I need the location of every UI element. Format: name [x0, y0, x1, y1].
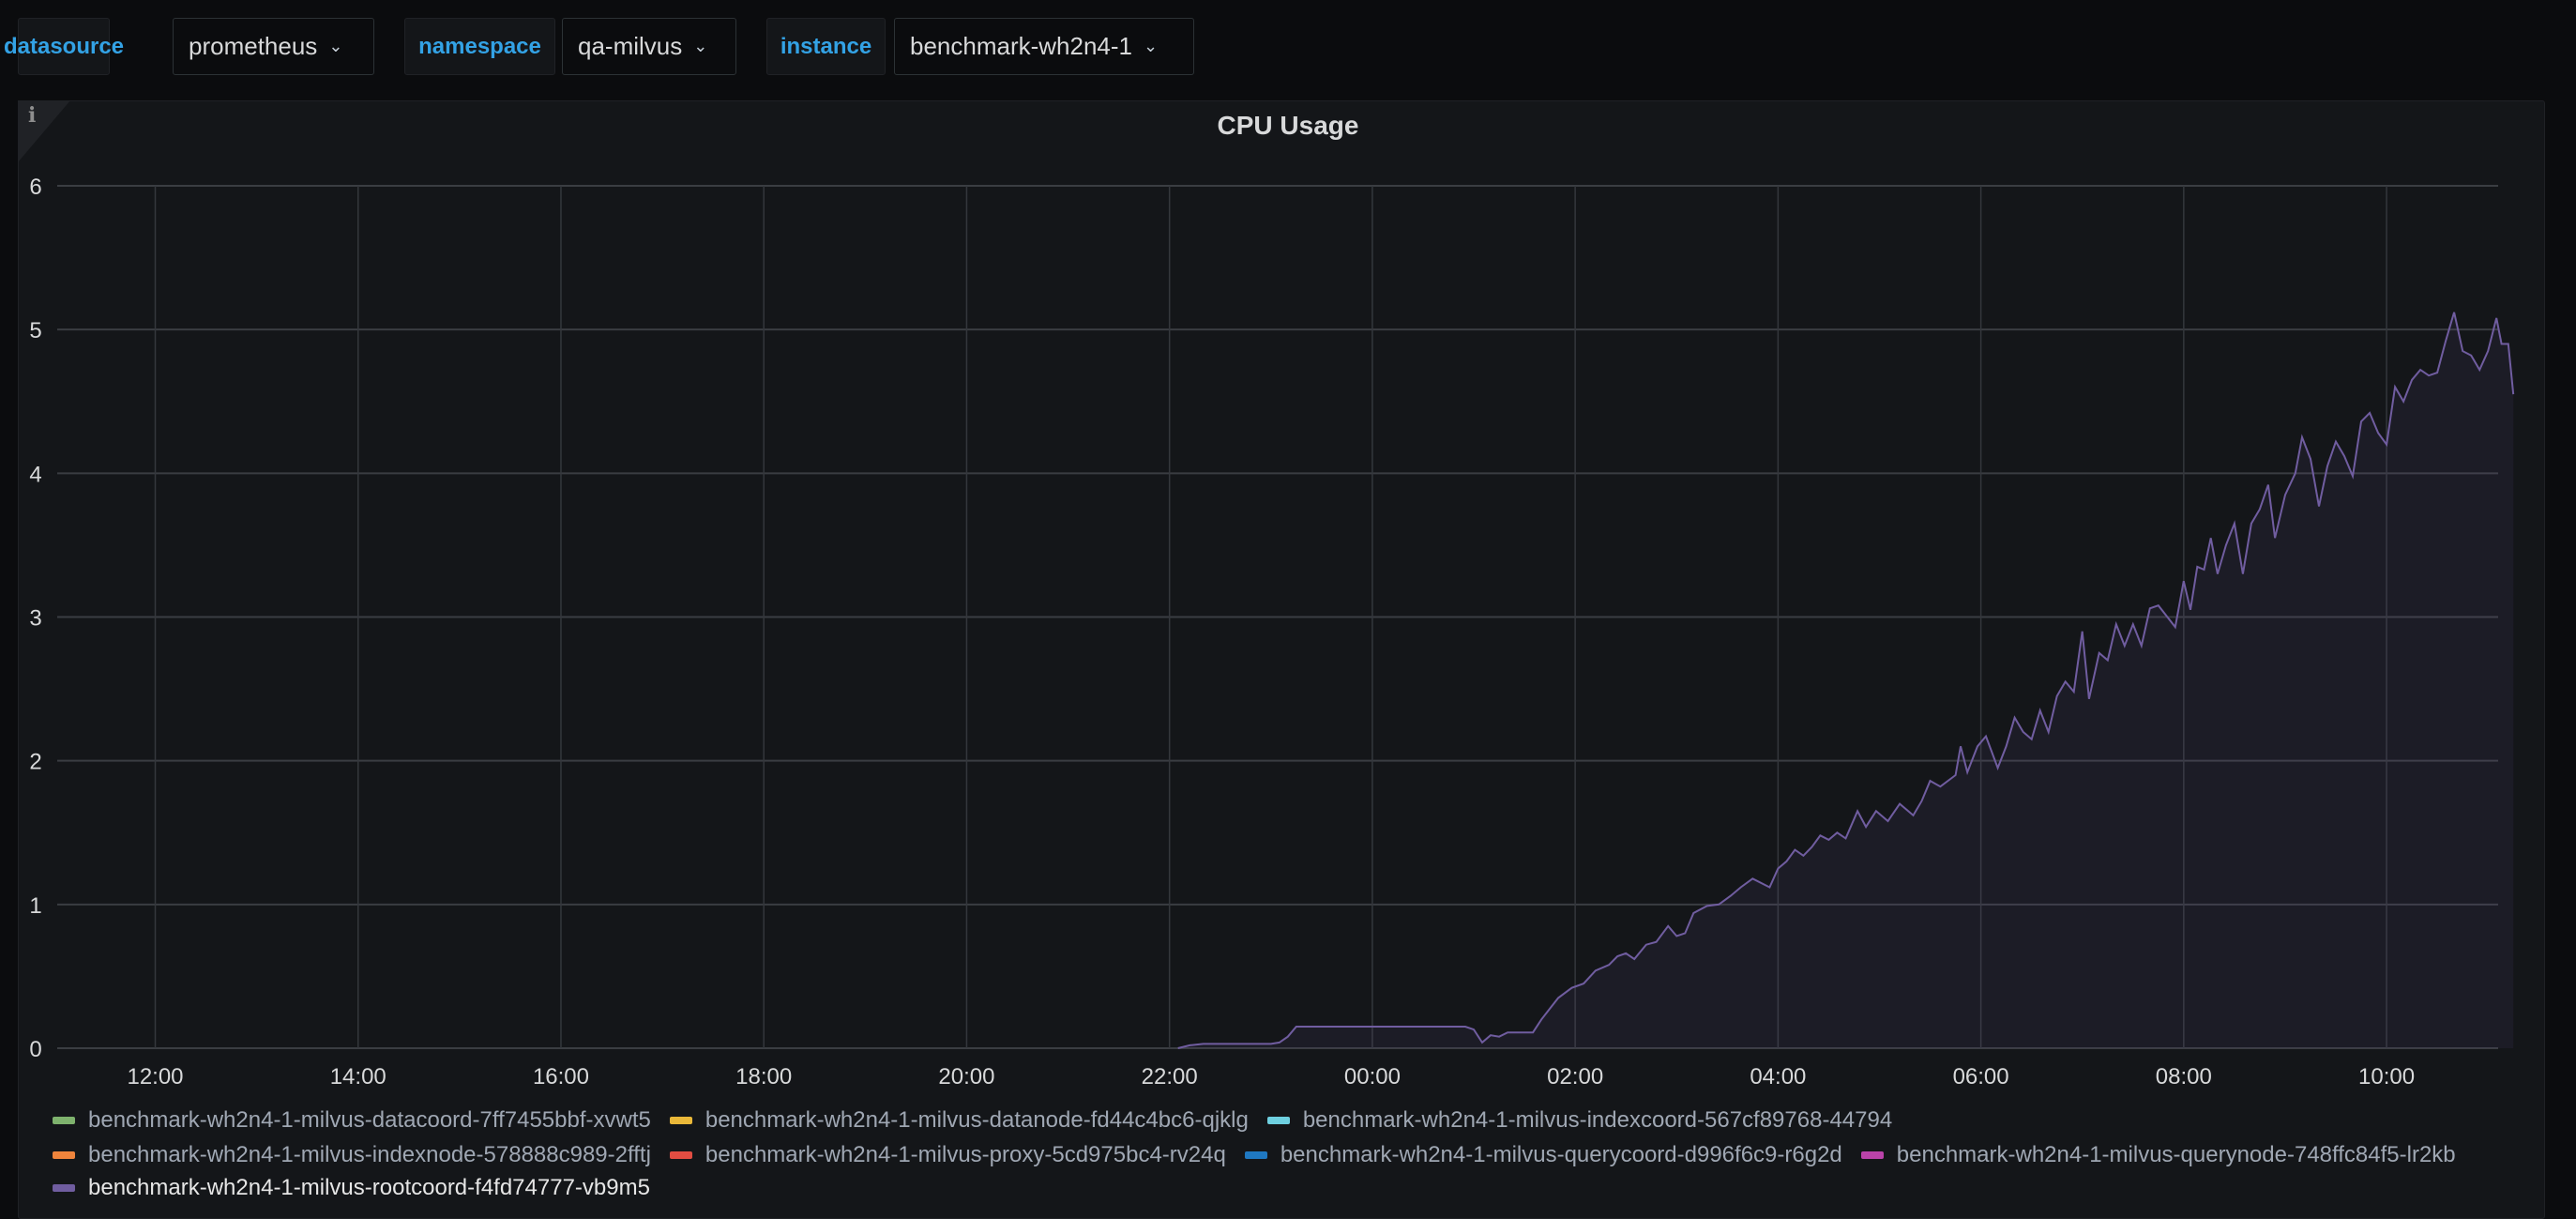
y-tick-label: 3: [29, 606, 41, 632]
variable-label-namespace: namespace: [404, 18, 555, 75]
x-tick-label: 20:00: [938, 1064, 994, 1089]
legend-item[interactable]: benchmark-wh2n4-1-milvus-indexcoord-567c…: [1266, 1107, 1893, 1134]
series-area: [1177, 312, 2514, 1048]
legend-item[interactable]: benchmark-wh2n4-1-milvus-datanode-fd44c4…: [669, 1107, 1249, 1134]
legend-item[interactable]: benchmark-wh2n4-1-milvus-querynode-748ff…: [1860, 1142, 2456, 1168]
variable-label-instance: instance: [766, 18, 886, 75]
panel-title[interactable]: CPU Usage: [1217, 111, 1359, 140]
x-tick-label: 10:00: [2358, 1064, 2415, 1089]
namespace-select[interactable]: qa-milvus ⌄: [562, 18, 736, 75]
legend-label: benchmark-wh2n4-1-milvus-querycoord-d996…: [1280, 1142, 1842, 1167]
cpu-usage-panel: [18, 100, 2545, 1219]
legend-label: benchmark-wh2n4-1-milvus-datanode-fd44c4…: [705, 1107, 1249, 1133]
legend-item[interactable]: benchmark-wh2n4-1-milvus-querycoord-d996…: [1244, 1142, 1842, 1168]
x-tick-label: 14:00: [330, 1064, 386, 1089]
legend-row: benchmark-wh2n4-1-milvus-rootcoord-f4fd7…: [53, 1175, 669, 1201]
y-tick-label: 4: [29, 462, 41, 487]
legend-row: benchmark-wh2n4-1-milvus-datacoord-7ff74…: [53, 1107, 1911, 1134]
legend-swatch: [1266, 1117, 1290, 1124]
x-tick-label: 18:00: [735, 1064, 792, 1089]
legend-row: benchmark-wh2n4-1-milvus-indexnode-57888…: [53, 1142, 2475, 1168]
datasource-select[interactable]: prometheus ⌄: [173, 18, 374, 75]
legend-label: benchmark-wh2n4-1-milvus-indexnode-57888…: [88, 1142, 651, 1167]
y-tick-label: 5: [29, 318, 41, 343]
legend-swatch: [53, 1151, 75, 1159]
legend-item[interactable]: benchmark-wh2n4-1-milvus-proxy-5cd975bc4…: [669, 1142, 1226, 1168]
namespace-value: qa-milvus: [578, 32, 683, 60]
series-line: [1177, 312, 2515, 1049]
y-tick-label: 1: [29, 893, 41, 919]
info-icon[interactable]: i: [28, 103, 37, 128]
x-tick-label: 16:00: [533, 1064, 589, 1089]
legend-label: benchmark-wh2n4-1-milvus-rootcoord-f4fd7…: [88, 1175, 650, 1200]
datasource-value: prometheus: [189, 32, 318, 60]
chevron-down-icon: ⌄: [328, 37, 343, 55]
legend-swatch: [1860, 1151, 1884, 1159]
x-tick-label: 02:00: [1547, 1064, 1603, 1089]
legend-swatch: [53, 1184, 75, 1192]
y-tick-label: 0: [29, 1037, 41, 1062]
legend-label: benchmark-wh2n4-1-milvus-querynode-748ff…: [1896, 1142, 2456, 1167]
legend-label: benchmark-wh2n4-1-milvus-datacoord-7ff74…: [88, 1107, 651, 1133]
legend-item[interactable]: benchmark-wh2n4-1-milvus-datacoord-7ff74…: [53, 1107, 651, 1134]
x-tick-label: 08:00: [2156, 1064, 2212, 1089]
legend-swatch: [669, 1117, 692, 1124]
x-tick-label: 22:00: [1142, 1064, 1198, 1089]
legend-swatch: [53, 1117, 75, 1124]
variable-label-datasource: datasource: [4, 18, 124, 75]
panel-info-corner[interactable]: [18, 100, 70, 162]
legend-item[interactable]: benchmark-wh2n4-1-milvus-indexnode-57888…: [53, 1142, 651, 1168]
legend-item[interactable]: benchmark-wh2n4-1-milvus-rootcoord-f4fd7…: [53, 1175, 650, 1201]
y-tick-label: 2: [29, 750, 41, 775]
x-tick-label: 06:00: [1953, 1064, 2009, 1089]
chevron-down-icon: ⌄: [693, 37, 708, 55]
instance-select[interactable]: benchmark-wh2n4-1 ⌄: [894, 18, 1194, 75]
instance-value: benchmark-wh2n4-1: [910, 32, 1133, 60]
x-tick-label: 12:00: [127, 1064, 183, 1089]
x-tick-label: 00:00: [1344, 1064, 1401, 1089]
y-tick-label: 6: [29, 175, 41, 200]
legend-label: benchmark-wh2n4-1-milvus-indexcoord-567c…: [1302, 1107, 1893, 1133]
chevron-down-icon: ⌄: [1144, 37, 1159, 55]
legend-swatch: [669, 1151, 692, 1159]
x-tick-label: 04:00: [1750, 1064, 1806, 1089]
legend-label: benchmark-wh2n4-1-milvus-proxy-5cd975bc4…: [705, 1142, 1226, 1167]
legend-swatch: [1244, 1151, 1267, 1159]
